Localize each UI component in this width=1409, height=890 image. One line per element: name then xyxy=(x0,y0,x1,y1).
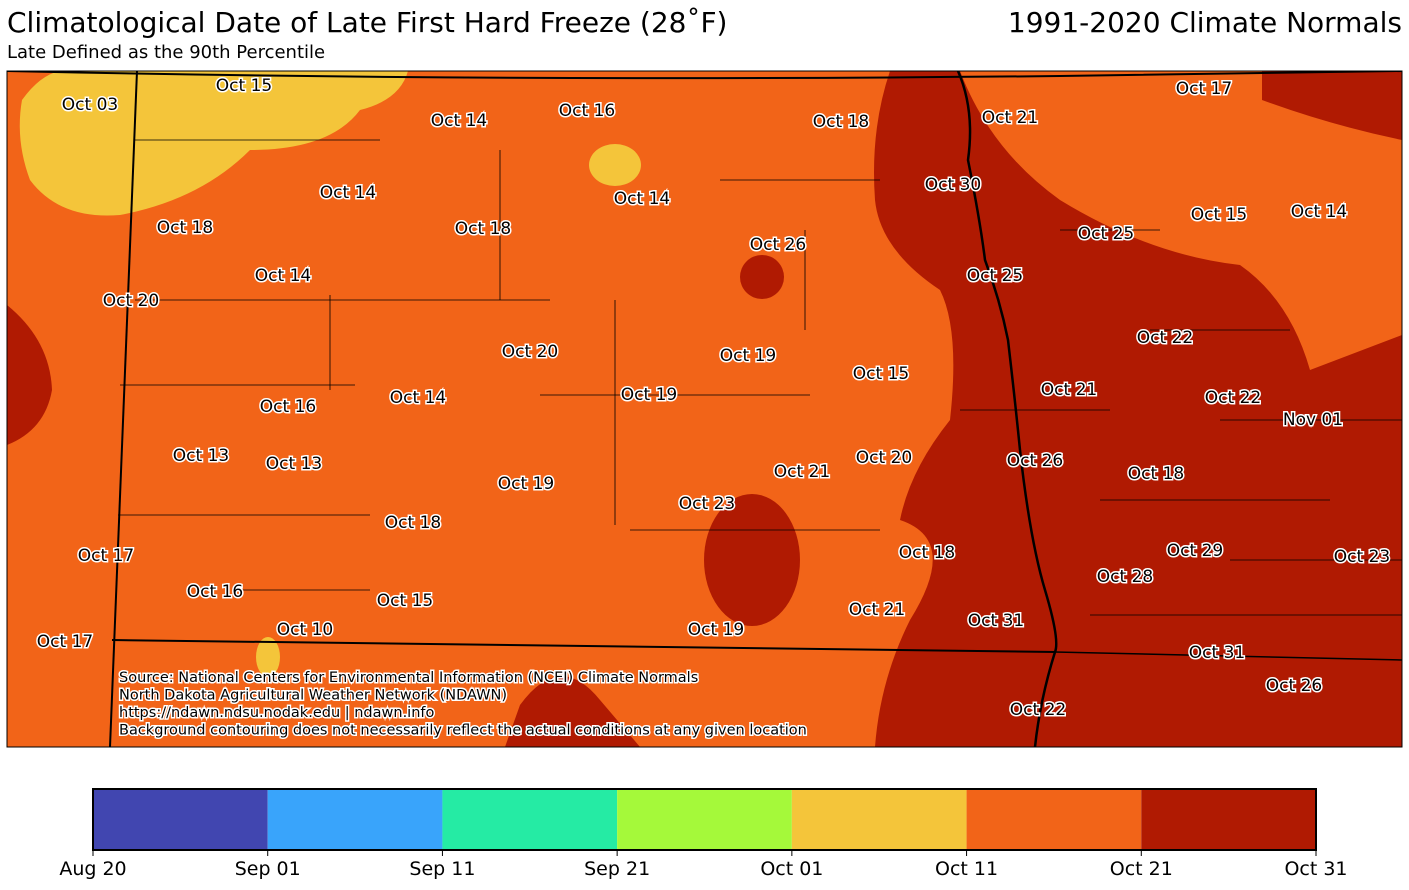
station-label: Oct 21 xyxy=(774,462,830,482)
station-label: Oct 15 xyxy=(377,591,433,611)
station-label: Oct 23 xyxy=(679,494,735,514)
source-line: North Dakota Agricultural Weather Networ… xyxy=(119,688,507,704)
station-label: Oct 23 xyxy=(1334,547,1390,567)
station-label: Oct 21 xyxy=(982,108,1038,128)
colorbar-label: Sep 01 xyxy=(235,858,301,880)
station-label: Oct 14 xyxy=(255,266,311,286)
station-label: Oct 16 xyxy=(559,101,615,121)
subtitle: Late Defined as the 90th Percentile xyxy=(7,42,325,63)
colorbar-segment xyxy=(93,789,268,850)
station-label: Oct 29 xyxy=(1167,541,1223,561)
colorbar-segment xyxy=(1141,789,1316,850)
station-label: Oct 16 xyxy=(260,397,316,417)
station-label: Oct 20 xyxy=(856,448,912,468)
colorbar-segment xyxy=(966,789,1142,850)
source-line: https://ndawn.ndsu.nodak.edu | ndawn.inf… xyxy=(119,705,434,721)
colorbar-label: Sep 11 xyxy=(409,858,475,880)
station-label: Oct 18 xyxy=(157,218,213,238)
station-label: Oct 26 xyxy=(1007,451,1063,471)
station-label: Oct 16 xyxy=(187,582,243,602)
station-label: Oct 18 xyxy=(385,513,441,533)
station-label: Oct 26 xyxy=(750,235,806,255)
station-label: Oct 14 xyxy=(320,183,376,203)
colorbar-segment xyxy=(791,789,967,850)
station-label: Oct 19 xyxy=(720,346,776,366)
title: Climatological Date of Late First Hard F… xyxy=(7,6,727,39)
station-label: Oct 13 xyxy=(173,446,229,466)
station-label: Oct 15 xyxy=(853,364,909,384)
station-label: Oct 14 xyxy=(614,189,670,209)
station-label: Oct 21 xyxy=(1041,380,1097,400)
station-label: Oct 22 xyxy=(1205,388,1261,408)
station-label: Nov 01 xyxy=(1283,410,1343,430)
station-label: Oct 22 xyxy=(1010,700,1066,720)
station-label: Oct 19 xyxy=(621,385,677,405)
colorbar-segment xyxy=(617,789,792,850)
colorbar-label: Oct 11 xyxy=(935,858,998,880)
station-label: Oct 03 xyxy=(62,95,118,115)
colorbar-label: Aug 20 xyxy=(59,858,126,880)
station-label: Oct 18 xyxy=(899,543,955,563)
colorbar-segment xyxy=(267,789,443,850)
station-label: Oct 25 xyxy=(1078,224,1134,244)
station-label: Oct 28 xyxy=(1097,567,1153,587)
station-label: Oct 18 xyxy=(813,112,869,132)
station-label: Oct 13 xyxy=(266,454,322,474)
station-label: Oct 22 xyxy=(1137,328,1193,348)
station-label: Oct 14 xyxy=(1291,202,1347,222)
source-line: Source: National Centers for Environment… xyxy=(119,670,698,686)
station-label: Oct 31 xyxy=(1189,643,1245,663)
colorbar-label: Sep 21 xyxy=(584,858,650,880)
station-label: Oct 30 xyxy=(925,175,981,195)
station-label: Oct 21 xyxy=(849,600,905,620)
station-label: Oct 20 xyxy=(502,342,558,362)
station-label: Oct 25 xyxy=(967,266,1023,286)
station-label: Oct 26 xyxy=(1266,676,1322,696)
station-label: Oct 19 xyxy=(688,620,744,640)
station-label: Oct 10 xyxy=(277,620,333,640)
map xyxy=(7,71,1402,747)
station-label: Oct 15 xyxy=(1191,205,1247,225)
source-line: Background contouring does not necessari… xyxy=(119,723,807,739)
colorbar-label: Oct 01 xyxy=(760,858,823,880)
station-label: Oct 19 xyxy=(498,474,554,494)
map-frame xyxy=(6,70,1403,748)
station-label: Oct 14 xyxy=(431,111,487,131)
station-label: Oct 17 xyxy=(78,546,134,566)
colorbar-label: Oct 31 xyxy=(1284,858,1347,880)
station-label: Oct 20 xyxy=(103,291,159,311)
colorbar-segment xyxy=(442,789,618,850)
station-label: Oct 15 xyxy=(216,76,272,96)
station-label: Oct 17 xyxy=(37,632,93,652)
station-label: Oct 18 xyxy=(455,219,511,239)
station-label: Oct 17 xyxy=(1176,79,1232,99)
normals-label: 1991-2020 Climate Normals xyxy=(1008,6,1402,39)
colorbar-frame xyxy=(92,788,1317,851)
station-label: Oct 18 xyxy=(1128,464,1184,484)
station-label: Oct 31 xyxy=(968,611,1024,631)
colorbar-label: Oct 21 xyxy=(1110,858,1173,880)
station-label: Oct 14 xyxy=(390,388,446,408)
